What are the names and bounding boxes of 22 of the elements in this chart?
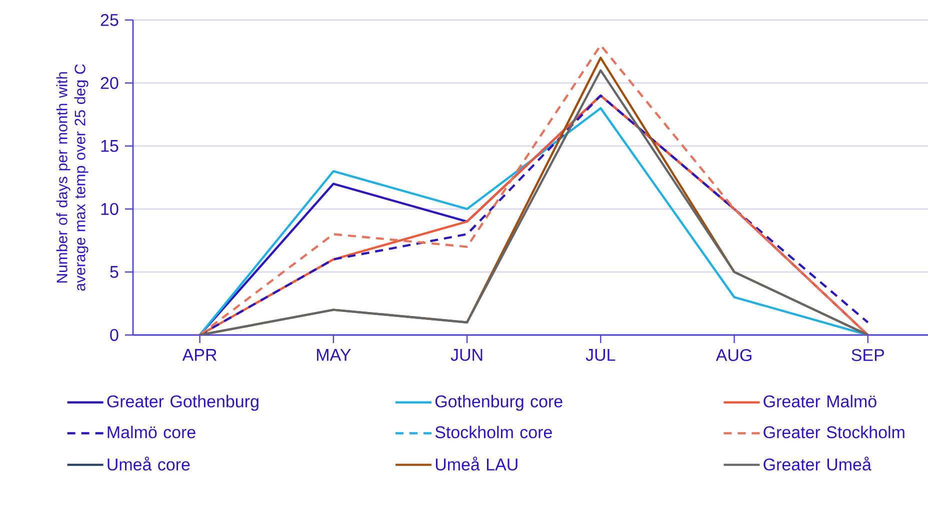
x-tick-label: JUL <box>586 349 616 361</box>
y-tick-label: 10 <box>101 202 118 215</box>
legend-label: Greater Gothenburg <box>107 394 258 411</box>
x-tick-label: JUN <box>450 349 482 361</box>
legend-label: Greater Stockholm <box>764 426 904 438</box>
legend-label: Stockholm core <box>435 426 552 438</box>
legend-label: Umeå LAU <box>436 456 518 471</box>
x-tick-label: AUG <box>716 349 752 362</box>
legend-label: Greater Umeå <box>764 456 872 471</box>
legend-label: Malmö core <box>108 426 196 438</box>
legend-label: Umeå core <box>108 456 190 471</box>
x-tick-label: MAY <box>317 349 351 361</box>
y-tick-label: 15 <box>101 140 118 152</box>
y-tick-label: 20 <box>100 76 118 89</box>
y-tick-label: 25 <box>100 14 118 26</box>
x-tick-label: SEP <box>852 349 884 362</box>
y-tick-label: 0 <box>110 328 118 341</box>
legend-label: Gothenburg core <box>435 394 562 411</box>
y-tick-label: 5 <box>110 266 118 278</box>
x-tick-label: APR <box>182 349 216 361</box>
legend-label: Greater Malmö <box>764 394 876 408</box>
y-axis-title: Number of days per month with average max temp over 25 deg C <box>56 64 88 291</box>
